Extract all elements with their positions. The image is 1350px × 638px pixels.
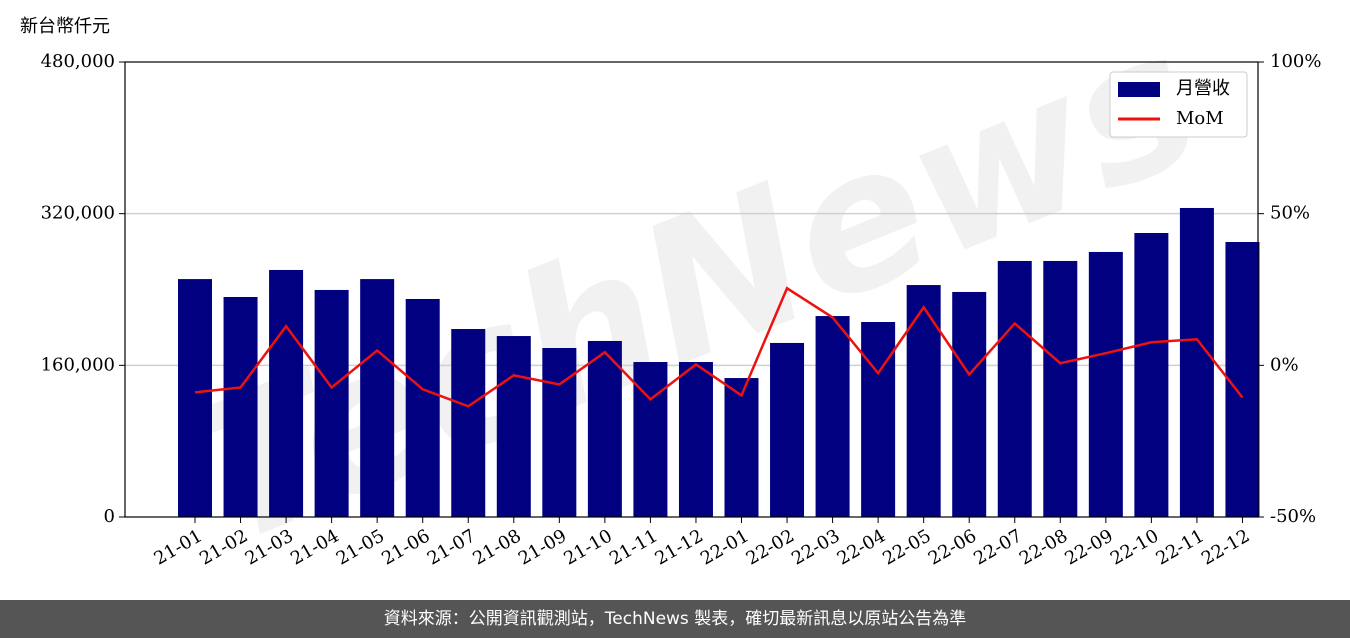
bar bbox=[314, 289, 349, 517]
x-tick-label: 21-10 bbox=[560, 525, 615, 569]
x-tick-label: 22-12 bbox=[1198, 525, 1253, 569]
x-tick-label: 22-04 bbox=[834, 525, 889, 569]
bar bbox=[496, 336, 531, 517]
x-tick-label: 21-11 bbox=[606, 525, 661, 569]
bar bbox=[1134, 233, 1169, 518]
plot-frame bbox=[124, 61, 1259, 518]
y-tick-label: 480,000 bbox=[41, 51, 115, 72]
y2-tick-label: 50% bbox=[1270, 203, 1310, 224]
x-tick-label: 21-08 bbox=[469, 525, 524, 569]
x-tick-label: 22-09 bbox=[1061, 525, 1116, 569]
legend-label: MoM bbox=[1176, 108, 1224, 129]
legend-label: 月營收 bbox=[1176, 78, 1230, 99]
bar bbox=[223, 296, 258, 517]
bar bbox=[770, 342, 805, 517]
chart: 新台幣仟元 TechNews 0160,000320,000480,000-50… bbox=[20, 0, 1321, 588]
bar bbox=[906, 285, 941, 517]
bar bbox=[1179, 207, 1214, 517]
x-tick-label: 22-07 bbox=[970, 525, 1025, 569]
bar bbox=[451, 329, 486, 517]
bar bbox=[815, 316, 850, 517]
y-tick-label: 0 bbox=[104, 506, 115, 527]
y-tick-label: 320,000 bbox=[41, 203, 115, 224]
line bbox=[194, 286, 1244, 408]
bar bbox=[1043, 260, 1078, 517]
y2-tick-label: -50% bbox=[1270, 506, 1316, 527]
footer: 資料來源：公開資訊觀測站，TechNews 製表，確切最新訊息以原站公告為準 bbox=[0, 600, 1350, 638]
x-tick-label: 21-09 bbox=[515, 525, 570, 569]
x-tick-label: 22-05 bbox=[879, 525, 934, 569]
bar bbox=[1225, 242, 1260, 517]
bar bbox=[178, 279, 212, 517]
x-tick-label: 22-01 bbox=[697, 525, 752, 569]
y-tick-label: 160,000 bbox=[41, 354, 115, 375]
x-tick-label: 21-06 bbox=[378, 525, 433, 569]
bar bbox=[997, 260, 1032, 517]
x-tick-label: 21-07 bbox=[424, 525, 479, 569]
y2-tick-label: 100% bbox=[1270, 51, 1321, 72]
bar bbox=[360, 279, 395, 517]
bar bbox=[678, 362, 713, 517]
bar bbox=[861, 322, 896, 517]
x-tick-label: 22-11 bbox=[1152, 525, 1207, 569]
x-tick-label: 22-10 bbox=[1107, 525, 1162, 569]
x-tick-label: 22-06 bbox=[925, 525, 980, 569]
bar bbox=[542, 347, 577, 517]
bar bbox=[269, 269, 304, 517]
legend-swatch bbox=[1118, 82, 1160, 97]
y2-tick-label: 0% bbox=[1270, 354, 1299, 375]
bar bbox=[952, 291, 987, 517]
x-tick-label: 22-02 bbox=[743, 525, 798, 569]
x-tick-label: 21-01 bbox=[151, 525, 206, 569]
x-tick-label: 21-12 bbox=[652, 525, 707, 569]
x-tick-label: 22-03 bbox=[788, 525, 843, 569]
bar bbox=[1088, 251, 1123, 517]
bar bbox=[405, 298, 440, 517]
bar bbox=[587, 340, 622, 517]
y-axis-label: 新台幣仟元 bbox=[20, 16, 110, 37]
x-tick-label: 22-08 bbox=[1016, 525, 1071, 569]
bar bbox=[724, 378, 759, 517]
